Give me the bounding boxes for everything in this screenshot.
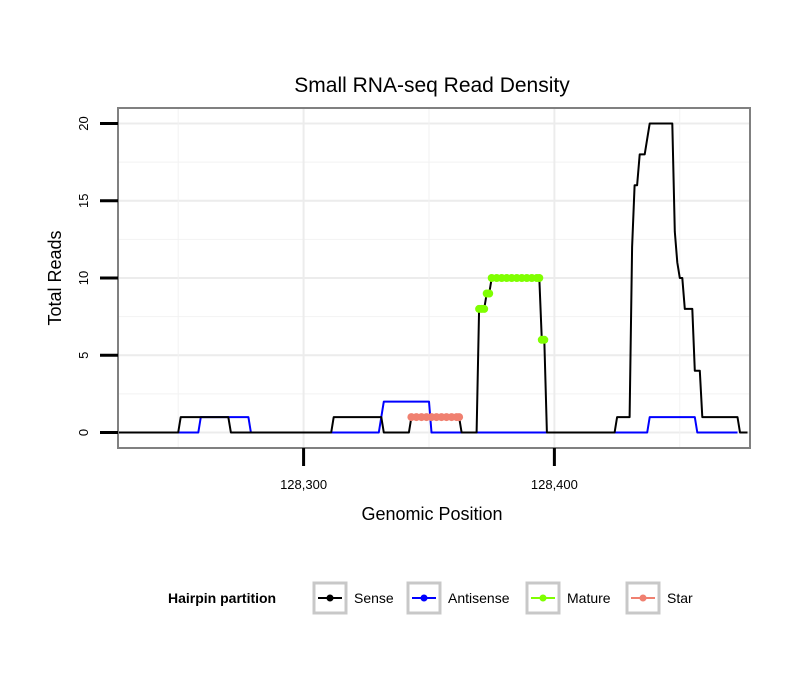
data-point-star — [455, 413, 464, 422]
legend-label-star: Star — [667, 590, 693, 606]
y-tick-label: 20 — [76, 116, 91, 130]
legend-key-dot-mature — [539, 594, 547, 602]
data-point-mature — [480, 304, 489, 313]
data-point-mature — [535, 274, 544, 282]
legend-key-dot-star — [639, 594, 647, 602]
y-tick-label: 0 — [76, 429, 91, 436]
x-axis-title: Genomic Position — [361, 504, 502, 524]
x-tick-label: 128,400 — [531, 477, 578, 492]
plot-series — [118, 122, 748, 434]
y-axis: 0 5 10 15 20 — [76, 116, 118, 436]
data-point-mature — [485, 289, 494, 298]
legend: Hairpin partition Sense Antisense Mature St… — [168, 581, 693, 615]
y-tick-label: 15 — [76, 193, 91, 207]
chart-title: Small RNA-seq Read Density — [294, 74, 570, 97]
legend-title: Hairpin partition — [168, 590, 276, 606]
legend-key-dot-antisense — [420, 594, 428, 602]
x-axis: 128,300 128,400 — [280, 448, 578, 492]
data-point-mature — [540, 335, 549, 344]
legend-key-dot-sense — [326, 594, 334, 602]
legend-label-sense: Sense — [354, 590, 394, 606]
legend-label-antisense: Antisense — [448, 590, 510, 606]
legend-label-mature: Mature — [567, 590, 611, 606]
y-tick-label: 5 — [76, 352, 91, 359]
grid — [118, 108, 750, 448]
y-axis-title: Total Reads — [45, 230, 65, 325]
series-line-sense — [118, 122, 748, 434]
y-tick-label: 10 — [76, 271, 91, 285]
x-tick-label: 128,300 — [280, 477, 327, 492]
